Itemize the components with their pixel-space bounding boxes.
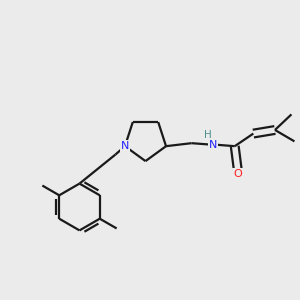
- Text: O: O: [233, 169, 242, 179]
- Text: H: H: [204, 130, 212, 140]
- Text: N: N: [209, 140, 217, 150]
- Text: N: N: [121, 141, 129, 151]
